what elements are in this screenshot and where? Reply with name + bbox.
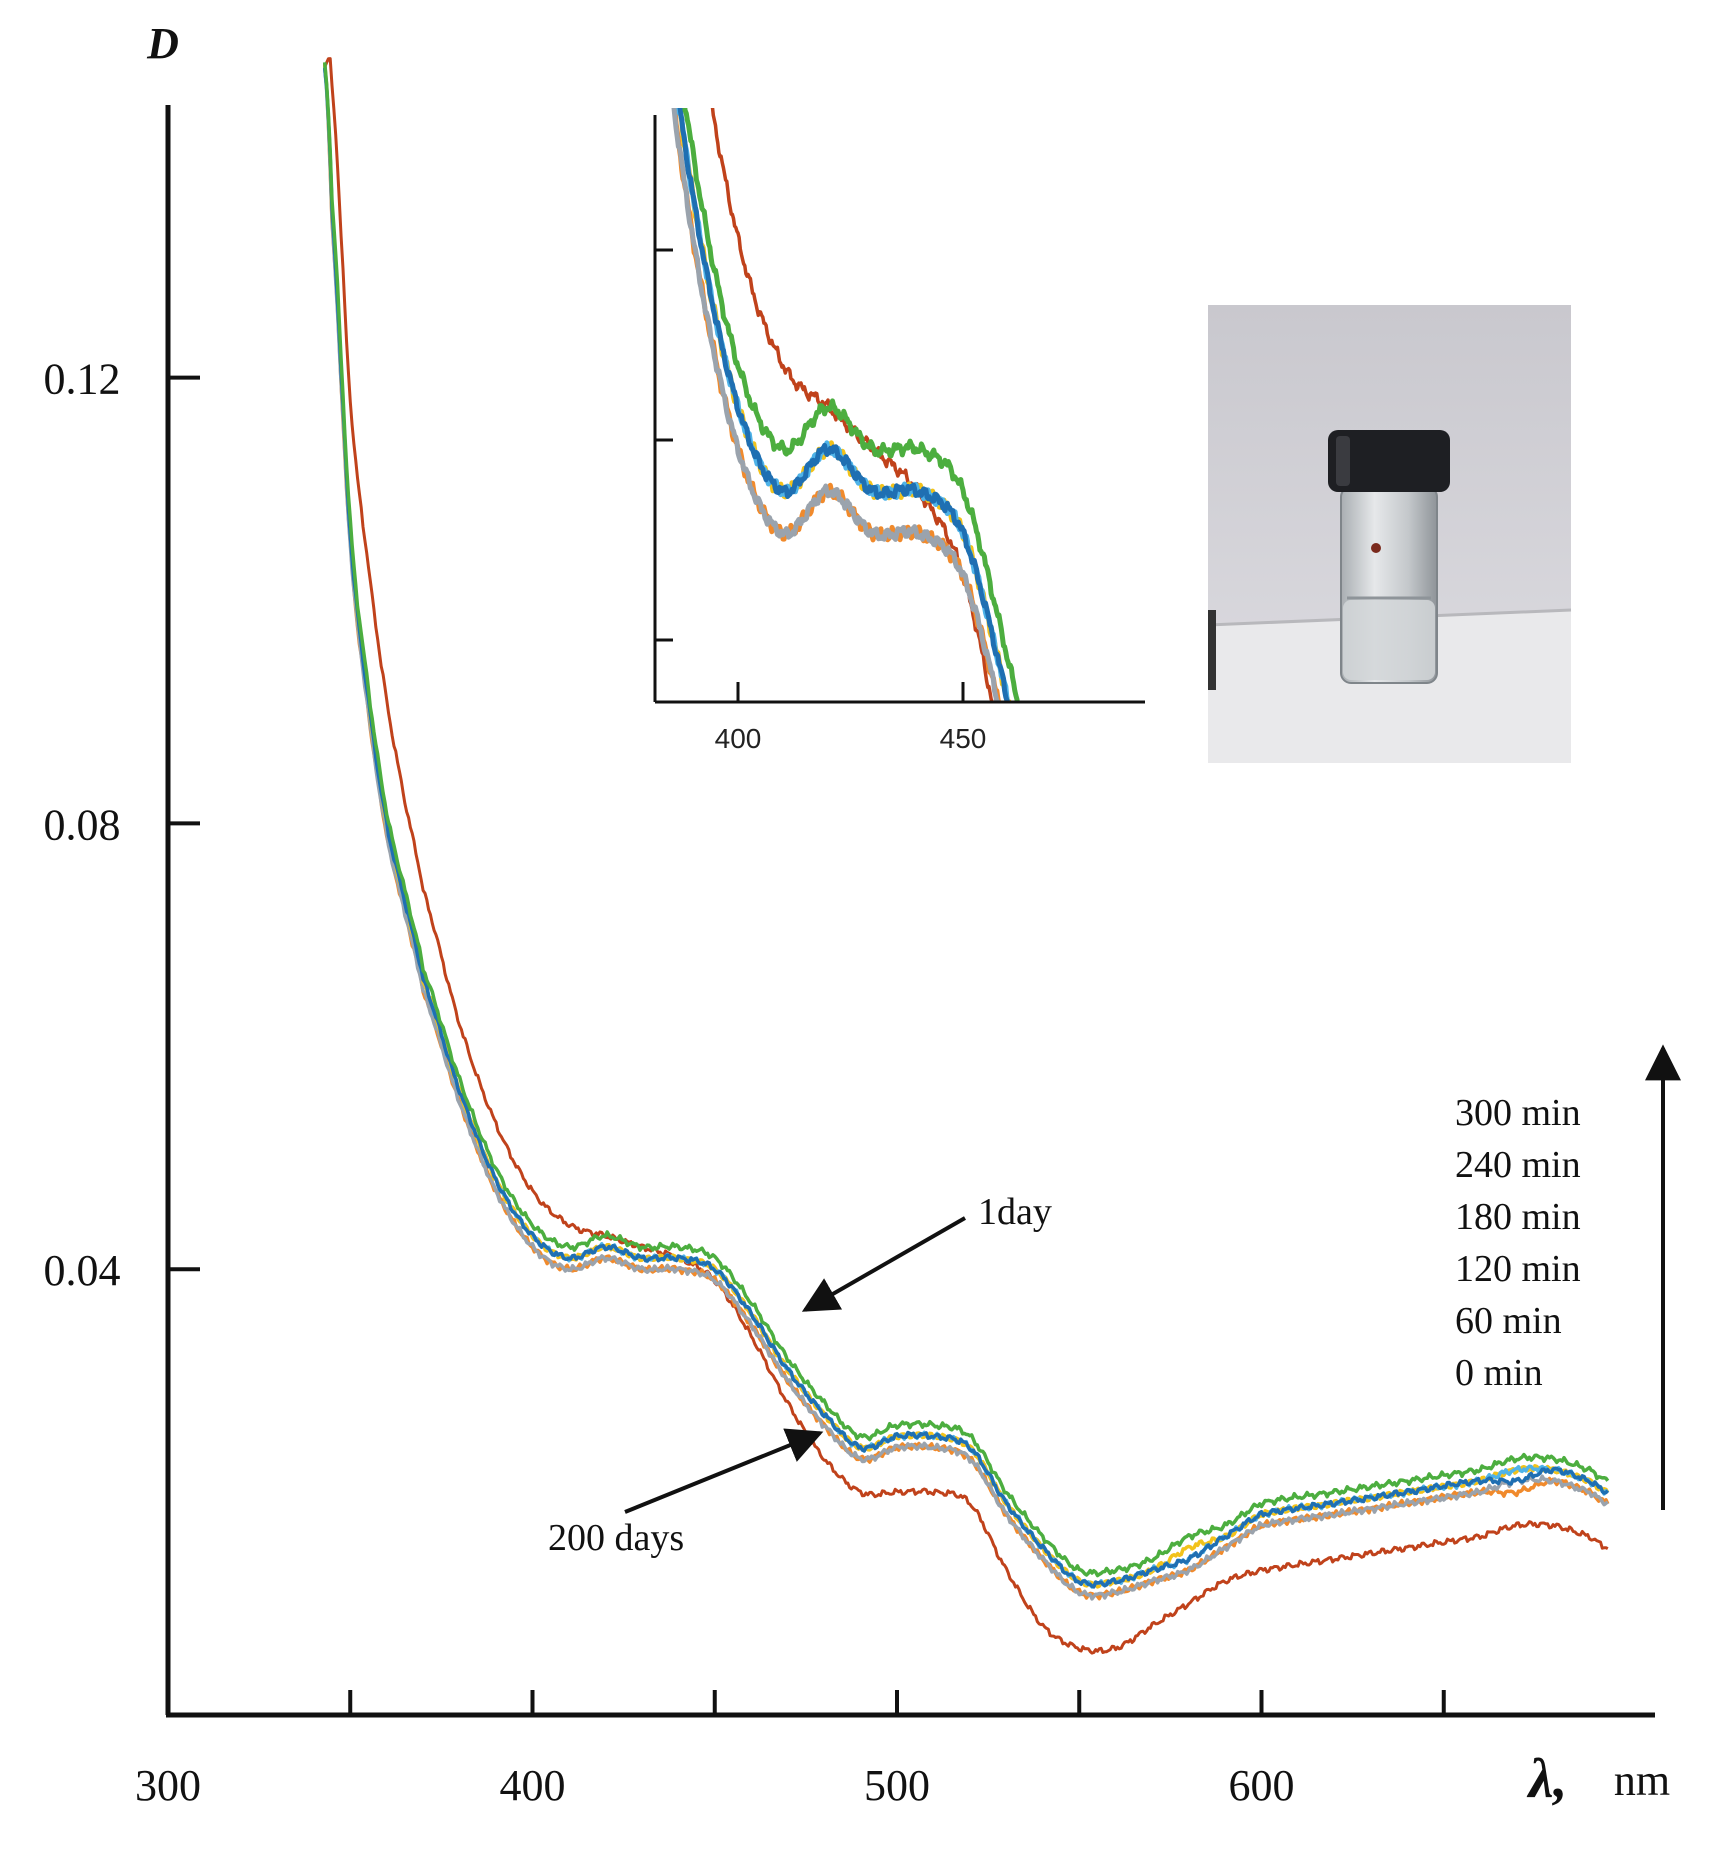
annotation-200days: 200 days bbox=[548, 1517, 684, 1559]
inset-series-line-120-min bbox=[671, 108, 1002, 703]
y-tick-label: 0.12 bbox=[44, 355, 121, 404]
annotations: 1day 200 days bbox=[548, 1191, 1052, 1559]
x-tick-label: 400 bbox=[500, 1761, 566, 1810]
vial-cap bbox=[1328, 430, 1450, 492]
legend-label-0min: 0 min bbox=[1455, 1352, 1543, 1394]
annotation-arrow-200days bbox=[624, 1428, 824, 1514]
x-tick-label: 300 bbox=[135, 1761, 201, 1810]
time-legend: 300 min 240 min 180 min 120 min 60 min 0… bbox=[1455, 1044, 1681, 1510]
main-axes: 300 400 500 600 0.04 0.08 0.12 D λ, nm bbox=[44, 19, 1671, 1810]
x-tick-label: 500 bbox=[864, 1761, 930, 1810]
vial-liquid bbox=[1343, 600, 1435, 680]
x-axis-label-unit: nm bbox=[1614, 1756, 1670, 1805]
legend-label-240min: 240 min bbox=[1455, 1144, 1581, 1186]
annotation-arrow-1day bbox=[801, 1216, 966, 1312]
annotation-1day: 1day bbox=[978, 1191, 1052, 1233]
series-line-300-min bbox=[322, 62, 1610, 1578]
legend-label-60min: 60 min bbox=[1455, 1300, 1562, 1342]
y-axis-label: D bbox=[146, 19, 179, 68]
legend-label-180min: 180 min bbox=[1455, 1196, 1581, 1238]
inset-zoom-plot: 400 450 bbox=[640, 100, 1145, 760]
inset-x-tick-label: 450 bbox=[940, 723, 987, 754]
y-tick-label: 0.04 bbox=[44, 1246, 121, 1295]
inset-series-line-0-min bbox=[677, 108, 1011, 703]
legend-label-300min: 300 min bbox=[1455, 1092, 1581, 1134]
series-line-200-days bbox=[323, 57, 1609, 1655]
inset-series-group bbox=[671, 108, 1020, 703]
inset-series-line-200-days bbox=[710, 108, 995, 703]
vial-cap-highlight bbox=[1336, 436, 1350, 486]
x-axis-label-symbol: λ, bbox=[1527, 1748, 1568, 1810]
inset-x-tick-label: 400 bbox=[715, 723, 762, 754]
vial-particle bbox=[1371, 543, 1381, 553]
series-group bbox=[322, 57, 1610, 1655]
vial-photo bbox=[1207, 305, 1572, 763]
series-line-120-min bbox=[322, 66, 1609, 1601]
series-line-0-min bbox=[322, 67, 1610, 1589]
inset-series-line-300-min bbox=[682, 108, 1020, 703]
x-tick-label: 600 bbox=[1229, 1761, 1295, 1810]
photo-shadow-edge bbox=[1208, 610, 1216, 690]
y-tick-label: 0.08 bbox=[44, 800, 121, 849]
inset-background bbox=[640, 100, 1145, 760]
photo-table bbox=[1208, 610, 1571, 763]
inset-ticks: 400 450 bbox=[655, 248, 987, 754]
legend-label-120min: 120 min bbox=[1455, 1248, 1581, 1290]
